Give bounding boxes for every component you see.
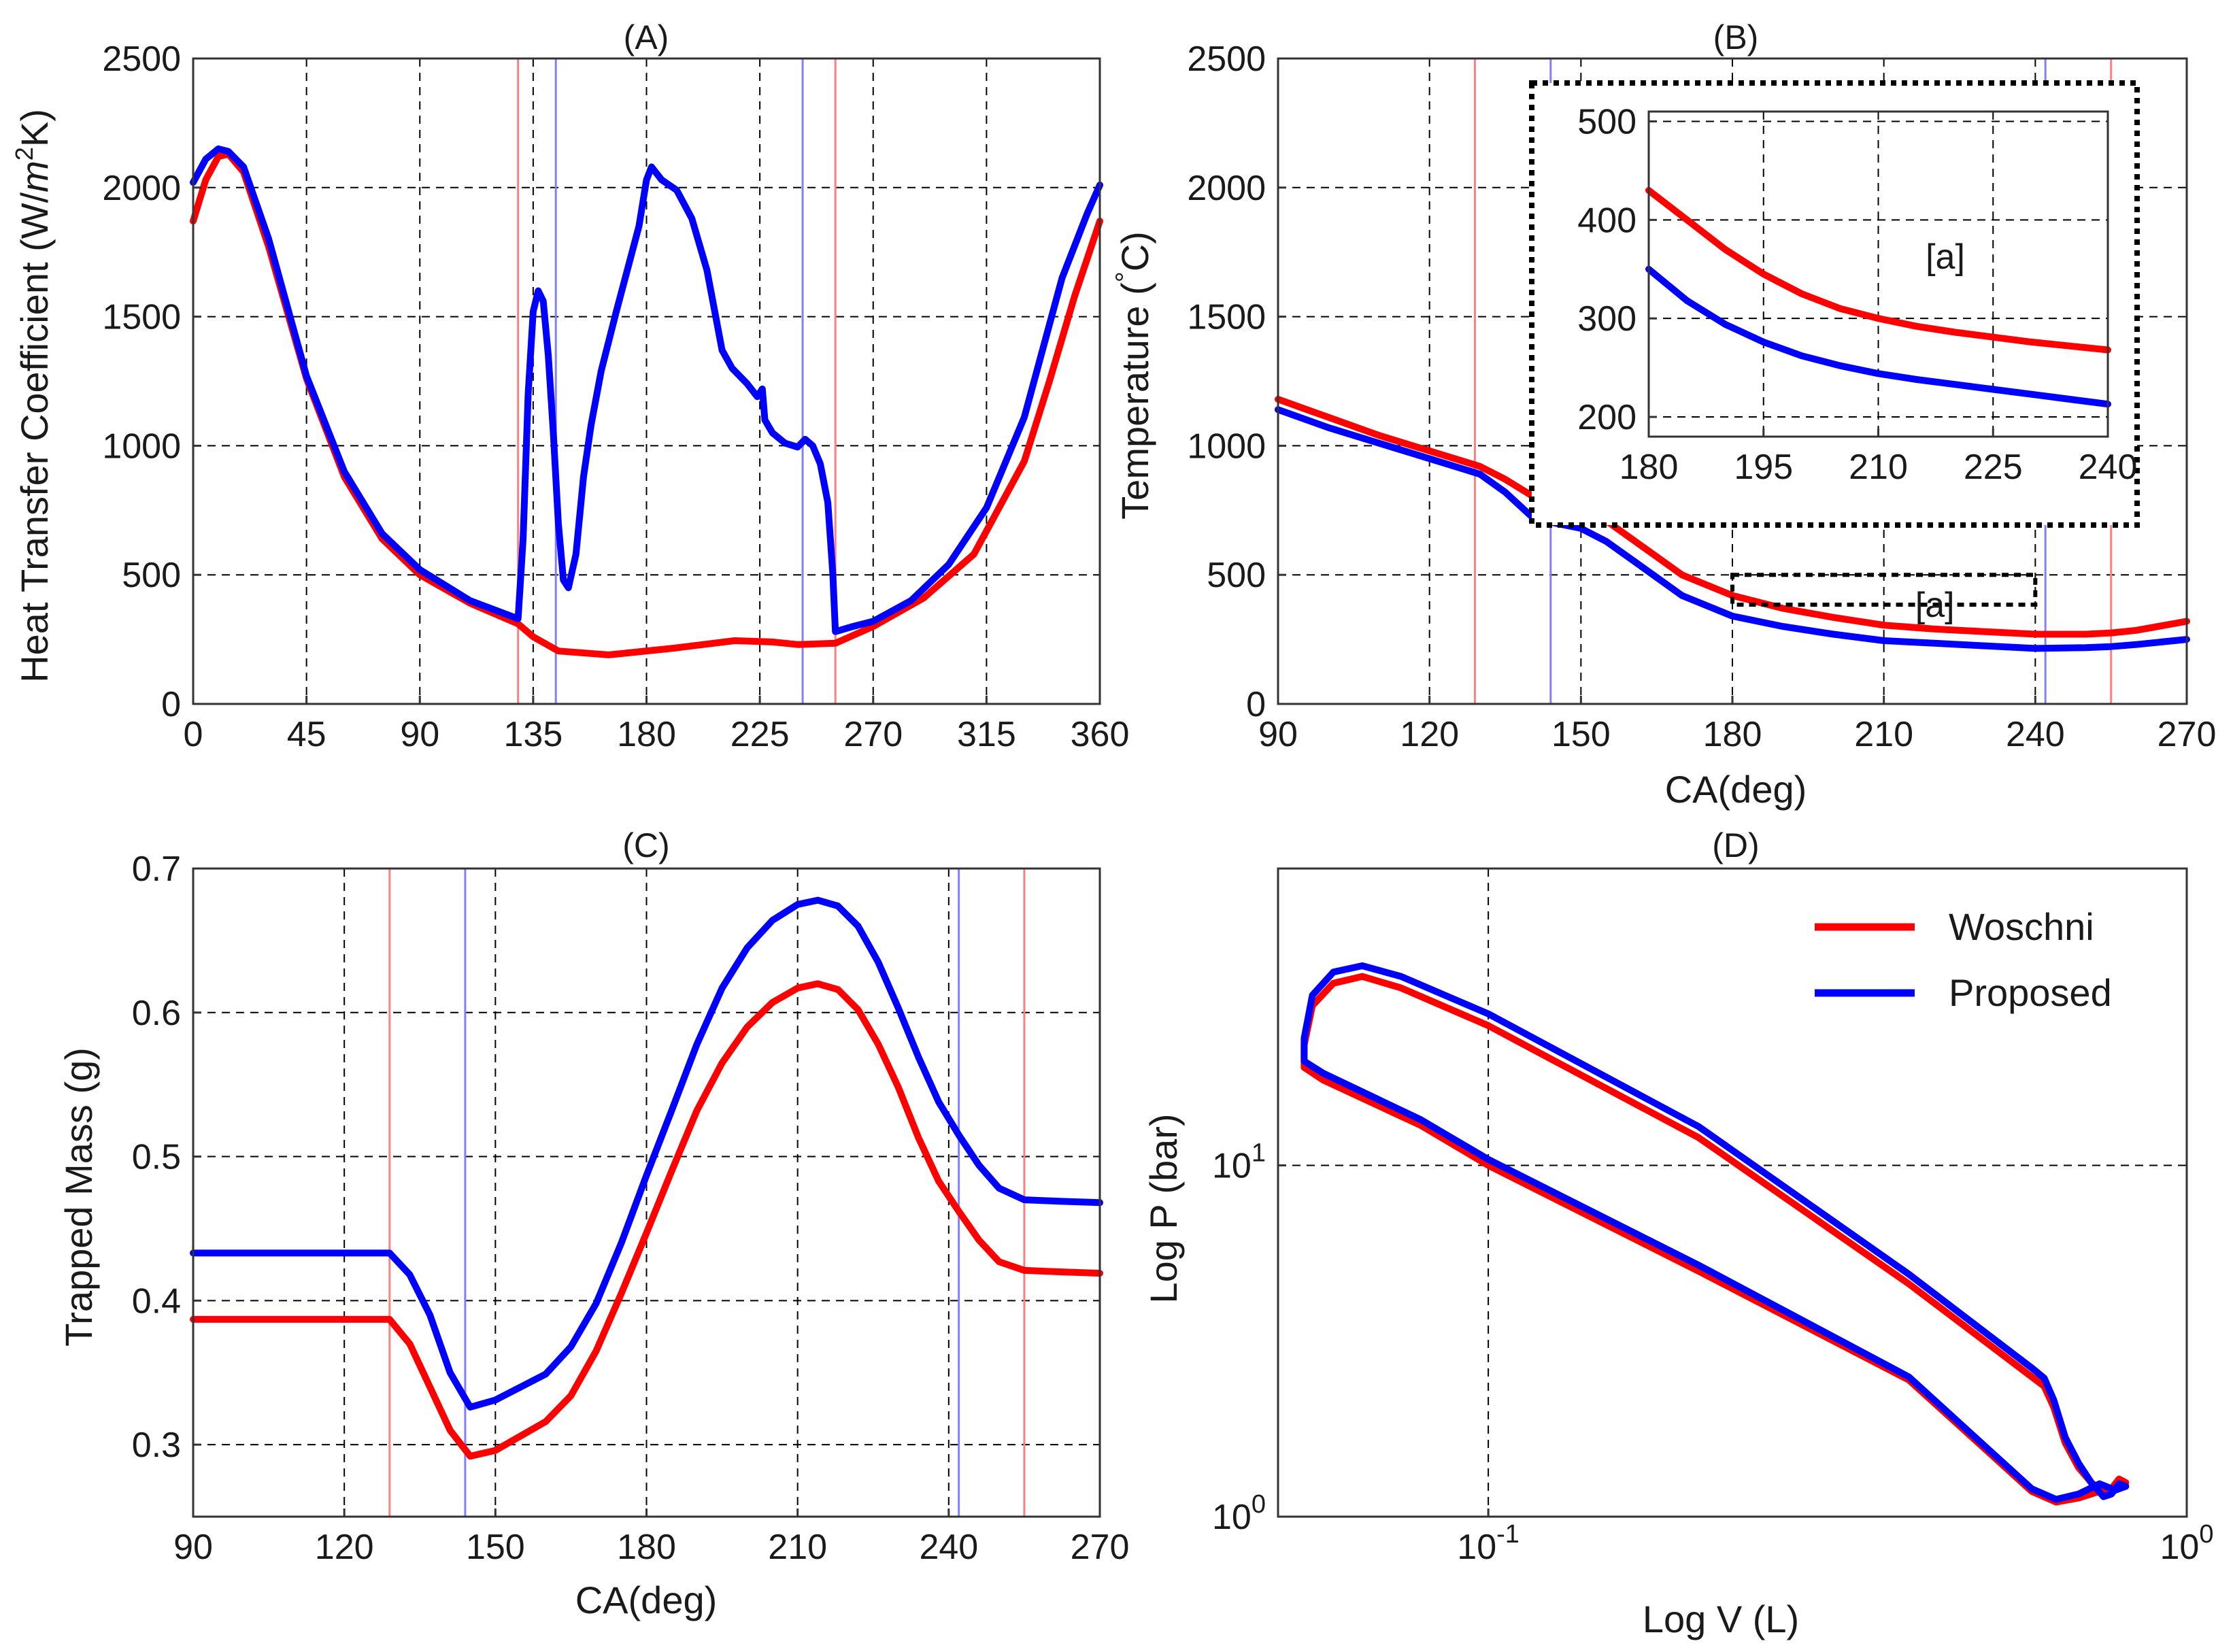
panel-c-xtick-label: 150 [466, 1528, 525, 1567]
panel-a-ylabel: Heat Transfer Coefficient (W/m2K) [10, 109, 56, 683]
panel-c-xtick-label: 120 [315, 1528, 374, 1567]
panel-d: (D) Log P (bar) Log V (L) Woschni Propos… [1142, 826, 2213, 1640]
panel-b-ytick-label: 2500 [1187, 39, 1266, 79]
legend-label-woschni: Woschni [1949, 905, 2094, 948]
panel-c-title: (C) [622, 826, 669, 864]
panel-b-xlabel: CA(deg) [1665, 768, 1807, 811]
panel-a-ytick-label: 1000 [102, 426, 181, 466]
panel-a-xtick-label: 270 [843, 715, 903, 754]
panel-a: (A) Heat Transfer Coefficient (W/m2K) 0 4… [10, 18, 1129, 754]
panel-b: (B) Temperature (°C) CA(deg) 90 120 150 180… [1111, 18, 2216, 811]
legend-label-proposed: Proposed [1949, 971, 2112, 1014]
panel-a-xtick-label: 360 [1071, 715, 1130, 754]
panel-d-series-woschni [1300, 973, 2130, 1506]
panel-b-zoom-box [1730, 573, 2038, 607]
panel-d-xtick-label: 100 [2160, 1520, 2214, 1567]
panel-a-ytick-label: 2000 [102, 169, 181, 208]
panel-c-xtick-label: 240 [919, 1528, 978, 1567]
panel-c-xtick-label: 180 [617, 1528, 676, 1567]
panel-b-inset-ytick-label: 200 [1577, 398, 1636, 437]
panel-b-ytick-label: 0 [1246, 685, 1266, 724]
panel-d-xlabel: Log V (L) [1643, 1598, 1799, 1640]
panel-a-ytick-label: 0 [161, 685, 181, 724]
panel-a-series-proposed [190, 145, 1103, 635]
panel-c: (C) Trapped Mass (g) CA(deg) 90 120 150 180… [57, 826, 1129, 1621]
panel-b-series-proposed [1275, 406, 2190, 652]
panel-b-inset-series-proposed [1645, 265, 2111, 408]
panel-c-ytick-label: 0.5 [132, 1138, 181, 1177]
panel-b-inset-ytick-label: 500 [1577, 102, 1636, 141]
panel-c-xtick-label: 270 [1071, 1528, 1130, 1567]
panel-b-xtick-label: 210 [1854, 715, 1913, 754]
panel-c-xtick-label: 90 [173, 1528, 213, 1567]
panel-c-ytick-label: 0.6 [132, 994, 181, 1033]
panel-d-ytick-label: 100 [1212, 1490, 1266, 1537]
panel-b-xtick-label: 150 [1551, 715, 1611, 754]
panel-b-xtick-label: 180 [1703, 715, 1762, 754]
panel-a-ytick-label: 500 [122, 556, 181, 595]
panel-c-ylabel: Trapped Mass (g) [57, 1047, 100, 1347]
panel-b-xtick-label: 270 [2158, 715, 2217, 754]
panel-a-xtick-label: 135 [503, 715, 563, 754]
panel-b-ylabel: Temperature (°C) [1111, 231, 1156, 520]
panel-b-ylabel-deg: ° [1111, 271, 1141, 282]
panel-b-inset-xtick-label: 225 [1964, 448, 2023, 487]
panel-b-xtick-label: 240 [2006, 715, 2065, 754]
panel-a-ylabel-post: K) [13, 109, 56, 147]
panel-c-series-woschni [190, 980, 1103, 1460]
panel-b-title: (B) [1713, 18, 1759, 56]
panel-b-xtick-label: 120 [1400, 715, 1459, 754]
panel-d-xtick-label: 10-1 [1457, 1520, 1520, 1567]
panel-b-xtick-label: 90 [1258, 715, 1298, 754]
panel-a-ytick-label: 2500 [102, 39, 181, 79]
panel-b-zoom-label: [a] [1915, 586, 1955, 625]
panel-b-inset-ytick-label: 400 [1577, 201, 1636, 240]
panel-a-xtick-label: 45 [287, 715, 326, 754]
panel-b-inset-xtick-label: 240 [2079, 448, 2138, 487]
panel-a-ylabel-sup: 2 [10, 147, 38, 161]
panel-d-frame [1277, 867, 2188, 1518]
panel-b-ylabel-pre: Temperature ( [1113, 282, 1156, 520]
panel-c-ytick-label: 0.4 [132, 1281, 181, 1321]
panel-c-ytick-label: 0.7 [132, 849, 181, 889]
panel-b-inset-xtick-label: 195 [1734, 448, 1793, 487]
panel-c-ytick-label: 0.3 [132, 1426, 181, 1465]
panel-b-inset-series-woschni [1645, 186, 2111, 354]
panel-a-xtick-label: 225 [731, 715, 790, 754]
panel-b-ylabel-post: C) [1113, 231, 1156, 271]
panel-c-frame [192, 867, 1101, 1518]
panel-d-ytick-label: 101 [1212, 1139, 1266, 1185]
panel-a-xtick-label: 315 [957, 715, 1016, 754]
panel-b-inset-xtick-label: 210 [1849, 448, 1908, 487]
panel-a-xtick-label: 0 [184, 715, 203, 754]
panel-a-ylabel-pre: Heat Transfer Coefficient (W/ [13, 192, 56, 682]
panel-b-inset-xtick-label: 180 [1619, 448, 1679, 487]
panel-b-inset-ytick-label: 300 [1577, 299, 1636, 339]
panel-c-series-proposed [190, 896, 1103, 1411]
panel-b-series-woschni [1275, 396, 2190, 638]
panel-a-title: (A) [624, 18, 669, 56]
panel-a-xtick-label: 180 [617, 715, 676, 754]
panel-b-ytick-label: 1000 [1187, 426, 1266, 466]
panel-b-ytick-label: 1500 [1187, 298, 1266, 337]
panel-b-ytick-label: 2000 [1187, 169, 1266, 208]
panel-b-inset-annotation: [a] [1926, 237, 1965, 277]
panel-a-ytick-label: 1500 [102, 298, 181, 337]
panel-d-title: (D) [1712, 826, 1759, 864]
panel-d-series-proposed [1300, 962, 2130, 1503]
panel-a-xtick-label: 90 [400, 715, 439, 754]
panel-c-xtick-label: 210 [768, 1528, 827, 1567]
panel-d-ylabel: Log P (bar) [1142, 1113, 1185, 1303]
legend: Woschni Proposed [1815, 905, 2112, 1014]
panel-b-ytick-label: 500 [1207, 556, 1266, 595]
panel-c-xlabel: CA(deg) [575, 1579, 718, 1621]
panel-a-ylabel-m: m [13, 161, 56, 192]
